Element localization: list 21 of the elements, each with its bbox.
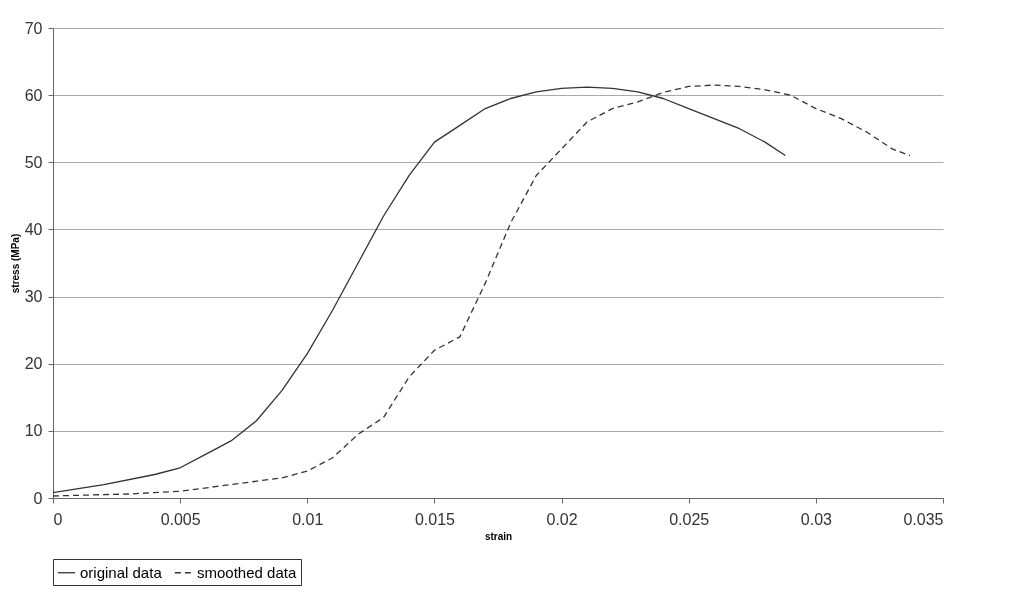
- y-tick-label: 60: [24, 86, 43, 104]
- x-tick-label: 0.015: [414, 510, 456, 528]
- x-tick-label: 0.005: [160, 510, 201, 528]
- line-series: [52, 84, 911, 497]
- x-tick-label: 0.03: [800, 510, 833, 528]
- x-tick-label: 0: [53, 510, 63, 528]
- x-tick-label: 0.01: [292, 510, 324, 528]
- x-tick-label: 0.02: [546, 510, 578, 528]
- x-tick-label: 0.025: [669, 510, 710, 528]
- y-tick-label: 50: [24, 153, 43, 171]
- y-axis-title: stress (MPa): [9, 233, 21, 294]
- legend-label: original data: [80, 563, 163, 581]
- y-tick-label: 70: [24, 19, 43, 37]
- y-tick-label: 20: [24, 355, 43, 373]
- y-tick-label: 0: [33, 489, 43, 507]
- y-tick-label: 40: [24, 220, 43, 238]
- x-axis-title: strain: [484, 530, 513, 542]
- y-tick-label: 10: [24, 422, 43, 440]
- legend-label: smoothed data: [197, 563, 297, 581]
- x-tick-label: 0.035: [903, 510, 944, 528]
- y-tick-label: 30: [24, 288, 43, 306]
